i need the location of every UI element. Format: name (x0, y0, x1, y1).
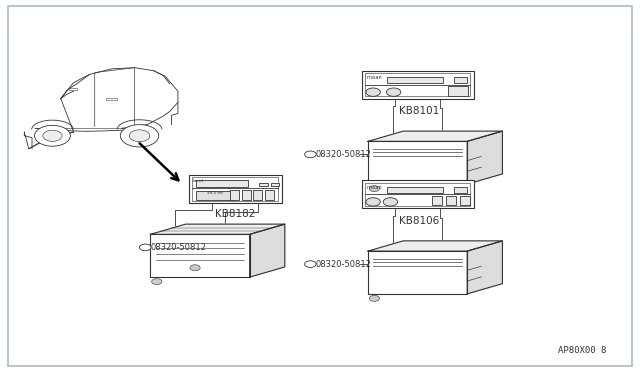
Bar (106, 98, 117, 100)
Text: 08320-50812: 08320-50812 (316, 150, 371, 159)
Polygon shape (368, 131, 502, 141)
Bar (192, 177, 278, 201)
Text: KB8182: KB8182 (214, 209, 255, 219)
Circle shape (366, 198, 380, 206)
Bar (230, 190, 239, 200)
Bar (448, 86, 468, 96)
Text: 08320-50812: 08320-50812 (150, 243, 206, 252)
Text: band: band (193, 179, 204, 183)
Bar (368, 141, 467, 184)
Bar (271, 183, 279, 186)
Bar (454, 187, 467, 193)
Bar (365, 183, 470, 206)
Bar (259, 183, 268, 186)
Text: KB8101: KB8101 (399, 106, 439, 116)
Bar (150, 234, 250, 277)
Circle shape (120, 125, 159, 147)
Text: 99.5 fm: 99.5 fm (207, 191, 223, 195)
Circle shape (305, 151, 316, 158)
Bar (189, 175, 282, 203)
Circle shape (369, 295, 380, 301)
Circle shape (129, 130, 150, 142)
Polygon shape (250, 224, 285, 277)
Bar (265, 190, 274, 200)
Polygon shape (467, 241, 502, 294)
Bar (253, 190, 262, 200)
Polygon shape (467, 131, 502, 184)
Circle shape (152, 279, 162, 285)
Bar (460, 196, 470, 205)
Bar (362, 180, 474, 208)
Bar (454, 77, 467, 83)
Bar (387, 77, 443, 83)
Circle shape (383, 198, 397, 206)
Circle shape (35, 125, 70, 146)
Polygon shape (368, 241, 502, 251)
Text: nissan: nissan (367, 75, 382, 80)
Text: nissan: nissan (367, 185, 382, 190)
Text: 08320-50812: 08320-50812 (316, 260, 371, 269)
Circle shape (387, 88, 401, 96)
Circle shape (43, 130, 62, 141)
Bar (446, 196, 456, 205)
Circle shape (140, 244, 151, 251)
Bar (242, 190, 251, 200)
Circle shape (369, 186, 380, 192)
Bar (387, 187, 443, 193)
Circle shape (366, 88, 380, 96)
Bar (368, 251, 467, 294)
Bar (432, 196, 442, 205)
Circle shape (305, 261, 316, 267)
Bar (69, 88, 77, 90)
Text: KB8106: KB8106 (399, 216, 439, 226)
Polygon shape (150, 224, 285, 234)
Bar (362, 71, 474, 99)
Bar (365, 73, 470, 96)
Circle shape (190, 265, 200, 271)
Text: AP80X00 8: AP80X00 8 (558, 346, 607, 355)
Bar (196, 180, 248, 186)
Bar (196, 191, 232, 200)
